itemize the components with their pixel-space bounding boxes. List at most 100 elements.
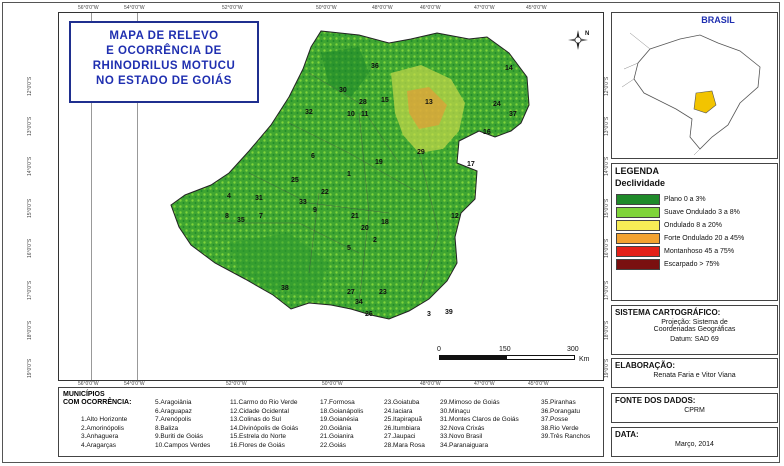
left-latitude-label: 17°0'0"S <box>27 280 33 300</box>
map-municipality-number: 8 <box>225 213 229 220</box>
brasil-inset-map <box>621 32 761 155</box>
map-municipality-number: 22 <box>321 189 329 196</box>
bottom-longitude-label: 50°0'0"W <box>322 381 343 387</box>
municipio-item: 33.Novo Brasil <box>440 433 483 441</box>
top-longitude-label: 45°0'0"W <box>526 5 547 11</box>
map-municipality-number: 31 <box>255 195 263 202</box>
municipio-item: 8.Baliza <box>155 424 179 432</box>
top-longitude-label: 52°0'0"W <box>222 5 243 11</box>
legend-item: Montanhoso 45 a 75% <box>616 245 777 258</box>
map-municipality-number: 9 <box>313 207 317 214</box>
municipios-column: 5.Aragoiânia 6.Araguapaz 7.Arenópolis 8.… <box>155 399 210 451</box>
municipios-header: MUNICÍPIOS COM OCORRÊNCIA: <box>63 391 131 407</box>
municipios-column: 17.Formosa 18.Goianápolis 19.Goianésia 2… <box>320 399 363 451</box>
map-municipality-number: 39 <box>445 309 453 316</box>
fonte-title: FONTE DOS DADOS: <box>615 396 696 405</box>
elaboracao-panel: ELABORAÇÃO: Renata Faria e Vitor Viana <box>611 358 778 388</box>
bottom-longitude-label: 56°0'0"W <box>78 381 99 387</box>
legend-label: Forte Ondulado 20 a 45% <box>664 235 745 242</box>
map-municipality-number: 19 <box>375 159 383 166</box>
compass-north-label: N <box>585 31 590 37</box>
map-title-line: E OCORRÊNCIA DE <box>106 45 222 57</box>
right-latitude-label: 17°0'0"S <box>604 280 610 300</box>
meridian-line <box>137 13 138 380</box>
municipio-item: 26.Itumbiara <box>384 424 421 432</box>
elaboracao-text: Renata Faria e Vitor Viana <box>653 372 736 379</box>
data-text: Março, 2014 <box>675 441 714 448</box>
map-municipality-number: 36 <box>371 63 379 70</box>
municipio-item: 16.Flores de Goiás <box>230 441 285 449</box>
legend-subtitle: Declividade <box>615 178 666 188</box>
map-municipality-number: 21 <box>351 213 359 220</box>
map-municipality-number: 2 <box>373 237 377 244</box>
top-longitude-label: 46°0'0"W <box>420 5 441 11</box>
municipio-item: 3.Anhaguera <box>81 433 119 441</box>
right-latitude-label: 16°0'0"S <box>604 238 610 258</box>
left-latitude-label: 14°0'0"S <box>27 156 33 176</box>
sistema-line: Datum: SAD 69 <box>670 336 719 343</box>
municipio-item: 11.Carmo do Rio Verde <box>230 399 298 406</box>
brasil-inset-panel: BRASIL <box>611 12 778 159</box>
inset-title: BRASIL <box>701 15 735 25</box>
municipio-item: 39.Três Ranchos <box>541 433 591 441</box>
municipios-column: 35.Piranhas 36.Porangatu 37.Posse 38.Rio… <box>541 399 590 442</box>
data-title: DATA: <box>615 430 639 439</box>
map-municipality-number: 5 <box>347 245 351 252</box>
municipio-item: 1.Alto Horizonte <box>81 416 128 423</box>
sistema-line: Coordenadas Geográficas <box>653 326 736 333</box>
municipio-item: 17.Formosa <box>320 399 355 406</box>
municipio-item: 23.Goiatuba <box>384 399 420 406</box>
top-longitude-label: 50°0'0"W <box>316 5 337 11</box>
municipio-item: 7.Arenópolis <box>155 416 192 424</box>
left-latitude-label: 13°0'0"S <box>27 116 33 136</box>
legend-swatch <box>616 233 660 244</box>
scale-bar-graphic <box>439 355 575 360</box>
right-latitude-label: 19°0'0"S <box>604 358 610 378</box>
municipio-item: 12.Cidade Ocidental <box>230 407 289 415</box>
legend-item: Ondulado 8 a 20% <box>616 219 777 232</box>
map-municipality-number: 1 <box>347 171 351 178</box>
map-municipality-number: 3 <box>427 311 431 318</box>
top-longitude-label: 48°0'0"W <box>372 5 393 11</box>
map-municipality-number: 14 <box>505 65 513 72</box>
legend-panel: LEGENDA Declividade Plano 0 a 3% Suave O… <box>611 163 778 301</box>
map-municipality-number: 17 <box>467 161 475 168</box>
meridian-line <box>91 13 92 380</box>
map-municipality-number: 25 <box>291 177 299 184</box>
map-municipality-number: 16 <box>483 129 491 136</box>
municipio-item: 29.Mimoso de Goiás <box>440 399 500 406</box>
map-municipality-number: 35 <box>237 217 245 224</box>
map-municipality-number: 4 <box>227 193 231 200</box>
south-america-outline <box>621 32 701 155</box>
municipio-item: 35.Piranhas <box>541 399 576 406</box>
legend-title: LEGENDA <box>615 166 660 176</box>
legend-swatch <box>616 207 660 218</box>
scale-label: 150 <box>499 346 511 353</box>
municipio-item: 19.Goianésia <box>320 416 359 424</box>
municipio-item: 6.Araguapaz <box>155 407 192 415</box>
legend-swatch <box>616 194 660 205</box>
municipio-item: 36.Porangatu <box>541 407 581 415</box>
municipio-item: 37.Posse <box>541 416 569 424</box>
legend-swatch <box>616 246 660 257</box>
top-longitude-label: 54°0'0"W <box>124 5 145 11</box>
brasil-shape <box>633 34 761 150</box>
scale-label: 0 <box>437 346 441 353</box>
legend-swatch <box>616 259 660 270</box>
map-municipality-number: 15 <box>381 97 389 104</box>
municipio-item: 38.Rio Verde <box>541 424 579 432</box>
municipio-item: 18.Goianápolis <box>320 407 364 415</box>
map-title-line: MAPA DE RELEVO <box>109 30 219 42</box>
municipio-item: 20.Goiânia <box>320 424 352 432</box>
municipios-column: 1.Alto Horizonte 2.Amorinópolis 3.Anhagu… <box>81 416 127 450</box>
municipio-item: 2.Amorinópolis <box>81 424 124 432</box>
legend-item: Plano 0 a 3% <box>616 193 777 206</box>
left-latitude-label: 19°0'0"S <box>27 358 33 378</box>
left-latitude-label: 15°0'0"S <box>27 198 33 218</box>
left-latitude-label: 18°0'0"S <box>27 320 33 340</box>
sistema-cartografico-panel: SISTEMA CARTOGRÁFICO: Projeção: Sistema … <box>611 305 778 355</box>
legend-item: Escarpado > 75% <box>616 258 777 271</box>
map-municipality-number: 26 <box>365 311 373 318</box>
fonte-panel: FONTE DOS DADOS: CPRM <box>611 393 778 423</box>
map-municipality-number: 10 <box>347 111 355 118</box>
